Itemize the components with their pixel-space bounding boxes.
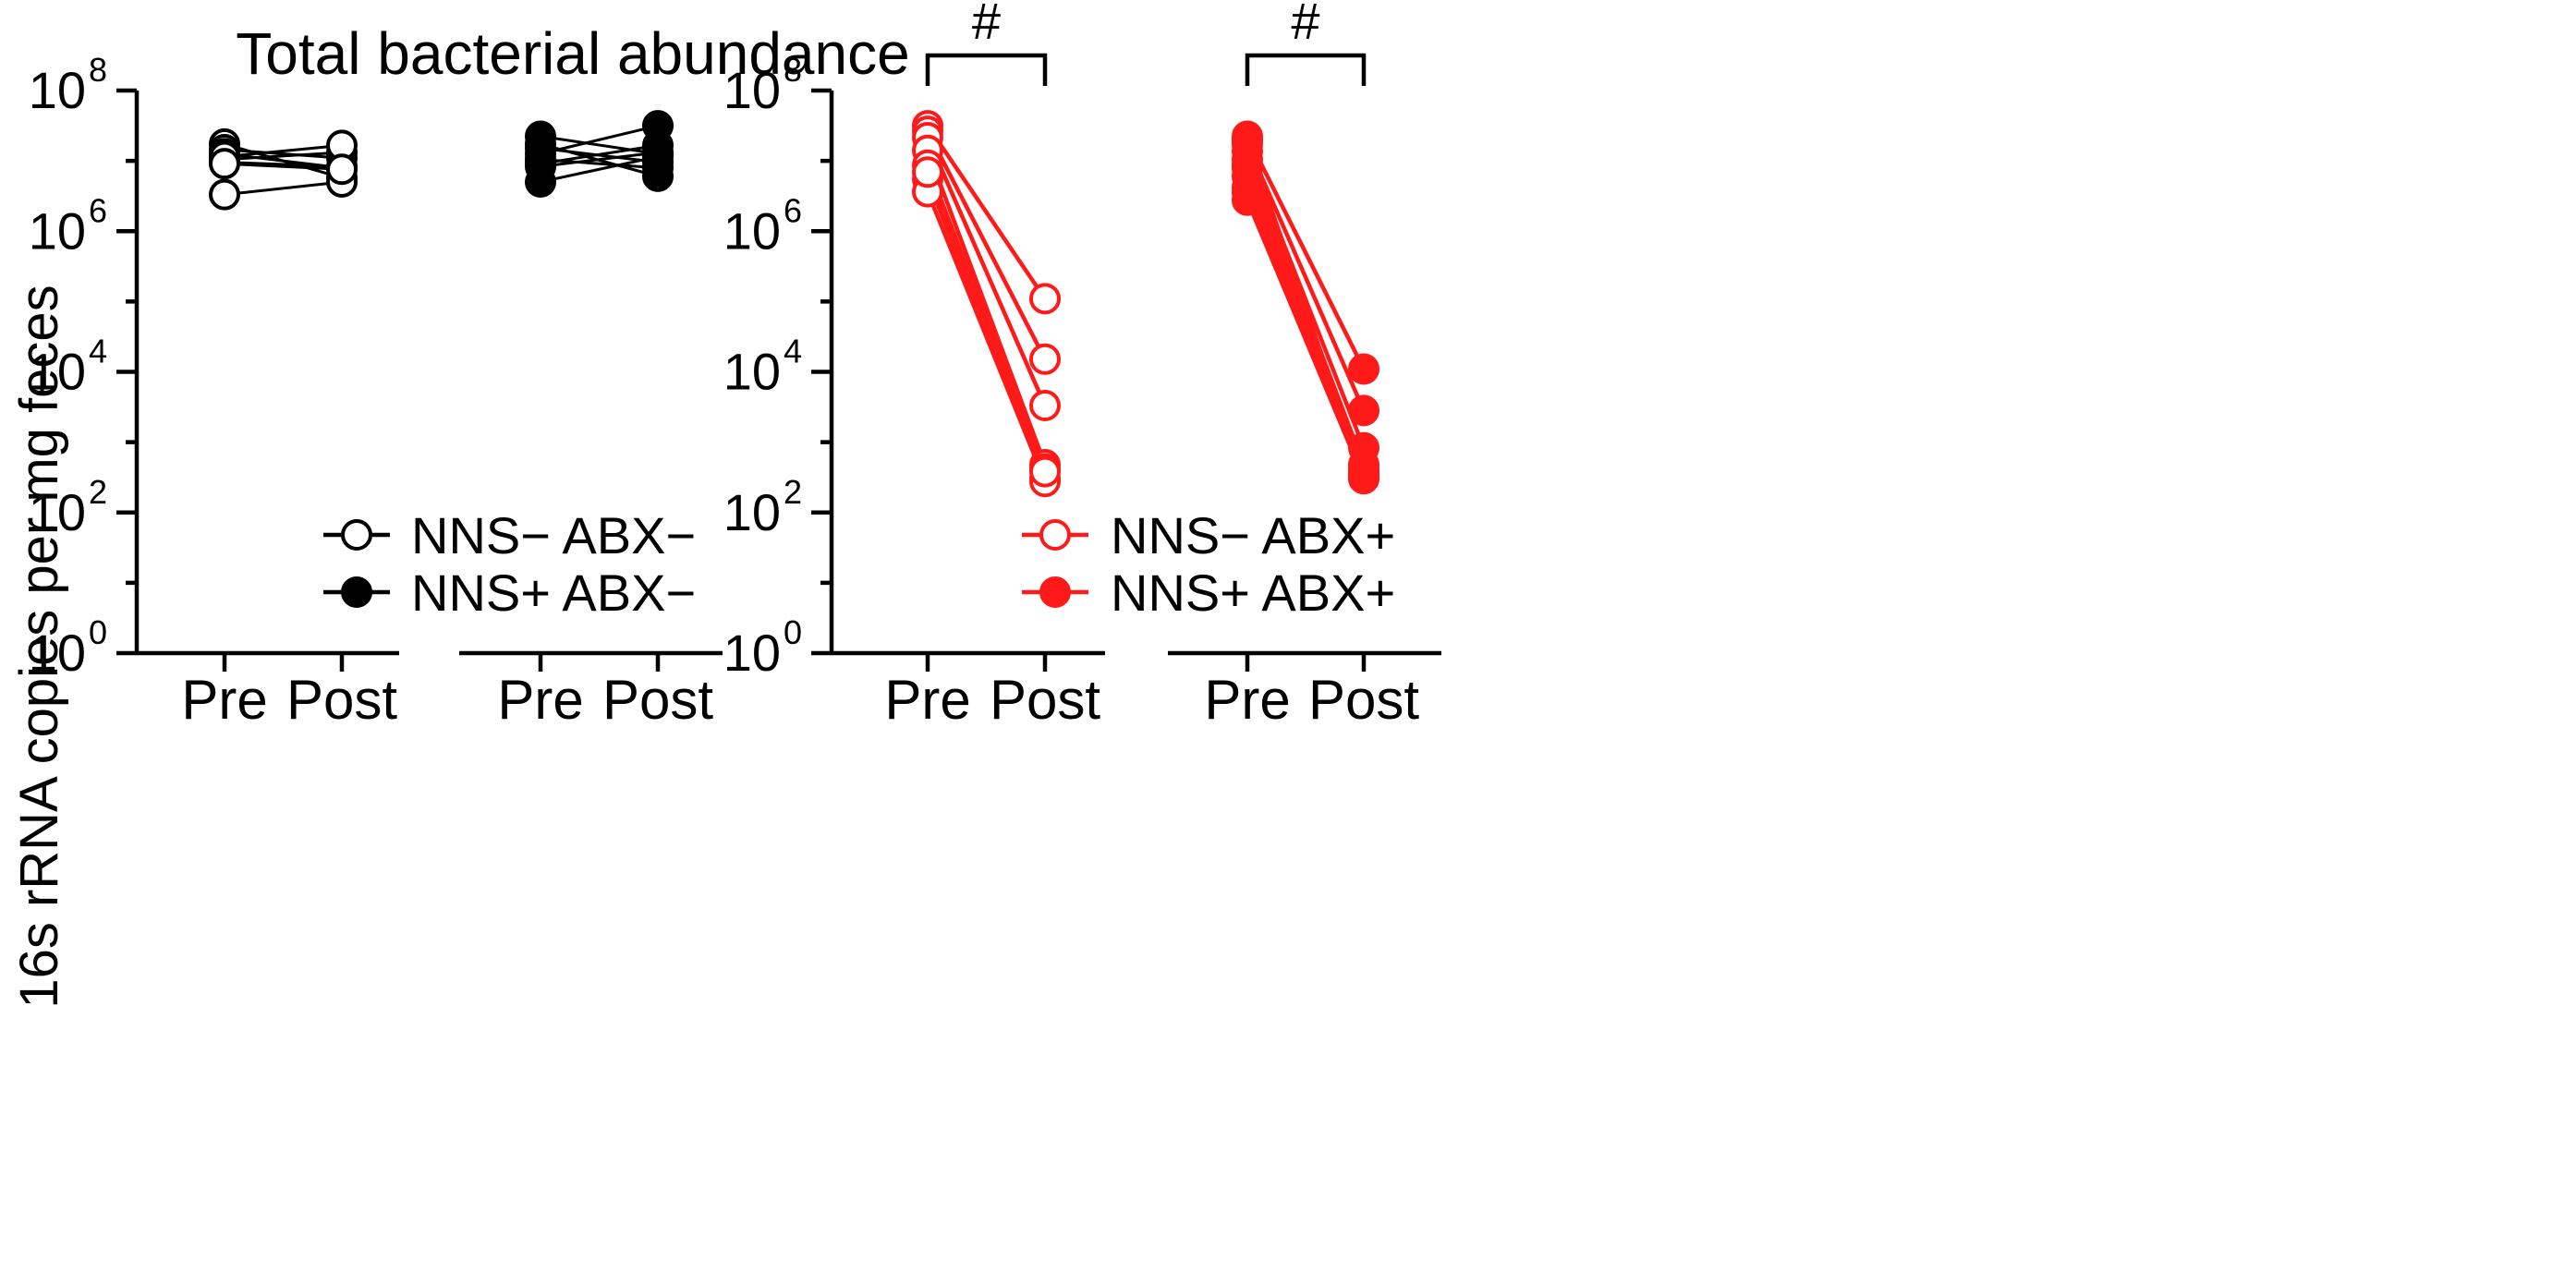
series-2 [525,110,674,198]
data-point-pre [209,178,240,211]
legend-label: NNS+ ABX− [411,564,696,622]
x-tick-label-post: Post [286,669,397,731]
x-tick-label-pre: Pre [181,669,267,731]
pair-line [540,134,659,155]
pair-line [224,151,343,162]
pair-line [1245,139,1367,477]
y-axis-label-left: 16s rRNA copies per mg feces [9,285,69,1008]
data-point-pre [912,156,943,188]
series-3 [912,110,1061,498]
pair-line [925,149,1048,466]
legend-entry-1: NNS− ABX− [323,506,696,564]
y-tick-label-left: 10 [29,483,86,541]
legend-label: NNS− ABX− [411,506,696,564]
legend-label: NNS− ABX+ [1111,506,1395,564]
x-tick-label-post: Post [602,669,713,731]
y-tick-exponent-right: 0 [784,613,802,651]
data-point-post [1029,283,1061,315]
pair-line [224,148,343,160]
pair-line [224,180,343,197]
significance-bracket [1245,53,1367,86]
chart-title: Total bacterial abundance [236,20,909,87]
data-point-post [1029,343,1061,375]
x-tick-label-pre: Pre [1204,669,1290,731]
legend-marker [341,519,372,551]
series-4 [1232,120,1379,495]
y-tick-exponent-right: 4 [784,333,802,370]
legend-entry-3: NNS− ABX+ [1022,506,1395,564]
y-tick-exponent-left: 4 [89,333,107,370]
pair-line [925,171,1048,473]
y-tick-label-left: 10 [29,624,86,682]
pair-line [540,146,659,164]
data-point-post [326,153,358,186]
pair-line [224,161,343,168]
significance-bracket [925,53,1048,86]
y-tick-exponent-right: 2 [784,473,802,511]
y-tick-exponent-left: 0 [89,613,107,651]
x-tick-label-pre: Pre [497,669,583,731]
legend-label: NNS+ ABX+ [1111,564,1395,622]
significance-marker: # [972,0,1001,50]
pair-line [540,151,659,168]
data-point-pre [1232,176,1263,209]
significance-marker: # [1291,0,1319,50]
pair-line [925,190,1048,483]
pair-line [224,162,343,171]
legend-entry-4: NNS+ ABX+ [1022,564,1395,622]
legend-marker [341,576,372,608]
pair-line [1245,135,1367,370]
data-point-post [1348,394,1379,427]
data-point-pre [209,148,240,180]
data-point-pre [1232,124,1263,156]
y-tick-label-right: 10 [723,624,781,682]
y-tick-label-right: 10 [723,61,781,119]
pair-line [926,124,1047,300]
y-tick-label-left: 10 [29,201,86,260]
pair-line [925,137,1048,406]
x-tick-label-post: Post [990,669,1100,731]
data-point-post [1029,455,1061,488]
pair-line [1245,191,1367,474]
data-point-pre [525,132,556,164]
pair-line [1245,199,1367,480]
data-point-post [642,146,674,178]
y-tick-label-right: 10 [723,201,781,260]
y-tick-exponent-left: 2 [89,473,107,511]
y-tick-exponent-right: 8 [784,51,802,89]
pair-line [925,130,1048,360]
data-point-post [1348,353,1379,385]
data-point-post [1029,390,1061,422]
pair-line [224,143,343,159]
y-tick-label-right: 10 [723,483,781,541]
legend-marker [1039,519,1071,551]
pair-line [540,124,659,155]
y-tick-exponent-left: 6 [89,191,107,229]
x-tick-label-post: Post [1308,669,1419,731]
data-point-post [1348,460,1379,492]
y-tick-label-left: 10 [29,343,86,401]
x-tick-label-pre: Pre [884,669,970,731]
y-tick-exponent-left: 8 [89,51,107,89]
y-tick-label-right: 10 [723,343,781,401]
legend-entry-2: NNS+ ABX− [323,564,696,622]
y-tick-exponent-right: 6 [784,191,802,229]
pair-line [1245,142,1367,412]
legend-marker [1039,576,1071,608]
series-1 [209,127,358,211]
y-tick-label-left: 10 [29,61,86,119]
